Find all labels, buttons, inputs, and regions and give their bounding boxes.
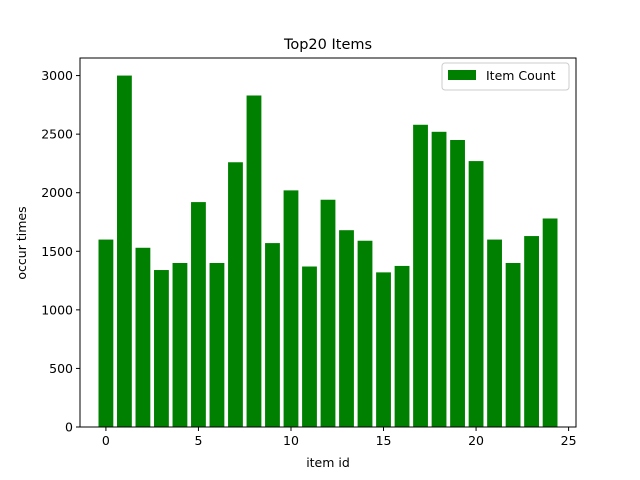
legend-swatch (448, 70, 476, 80)
bar-item-7 (228, 162, 243, 427)
bar-item-18 (431, 131, 447, 428)
bar-item-12 (320, 199, 336, 427)
x-tick-label: 25 (561, 433, 577, 448)
legend: Item Count (441, 62, 570, 91)
x-ticks-group: 0 5 10 15 20 25 (102, 427, 577, 448)
legend-box (441, 62, 570, 91)
bar-item-20 (468, 161, 484, 427)
bar-item-23 (524, 236, 539, 427)
bar-item-13 (339, 230, 354, 427)
bar-item-1 (117, 75, 132, 427)
chart-title: Top20 Items (283, 37, 372, 53)
bar-item-15 (376, 272, 391, 427)
y-tick-label: 1500 (41, 244, 73, 259)
y-tick-label: 3000 (41, 68, 73, 83)
bars-group (98, 75, 558, 428)
bar-item-10 (283, 190, 299, 427)
x-tick-label: 10 (283, 433, 299, 448)
bar-item-3 (154, 270, 169, 427)
bar-item-0 (98, 239, 114, 427)
y-ticks-group: 0 500 1000 1500 2000 2500 3000 (41, 68, 80, 435)
x-tick-label: 15 (376, 433, 392, 448)
y-tick-label: 2000 (41, 185, 73, 200)
y-tick-label: 1000 (41, 302, 73, 317)
bar-item-9 (265, 243, 280, 427)
bar-item-11 (302, 266, 317, 427)
bar-item-8 (246, 95, 262, 428)
bar-item-21 (487, 239, 502, 427)
x-axis-label: item id (306, 455, 350, 470)
y-tick-label: 2500 (41, 127, 73, 142)
plot-frame (79, 57, 577, 428)
bar-item-22 (505, 263, 521, 427)
x-tick-label: 0 (102, 433, 110, 448)
bar-item-6 (209, 263, 225, 427)
y-tick-label: 500 (49, 361, 73, 376)
bar-item-2 (135, 247, 151, 427)
bar-item-24 (542, 218, 558, 427)
bar-item-19 (450, 140, 465, 427)
y-tick-label: 0 (65, 420, 73, 435)
bar-item-14 (357, 240, 373, 427)
x-tick-label: 20 (468, 433, 484, 448)
bar-item-16 (394, 265, 410, 427)
x-tick-label: 5 (194, 433, 202, 448)
bar-item-5 (191, 202, 206, 427)
legend-label: Item Count (486, 68, 556, 83)
bar-item-4 (172, 263, 188, 427)
bar-item-17 (413, 124, 428, 428)
plot-area: 0 5 10 15 20 25 0 500 1000 1500 2000 2500 3000 (41, 57, 577, 448)
y-axis-label: occur times (14, 206, 29, 279)
